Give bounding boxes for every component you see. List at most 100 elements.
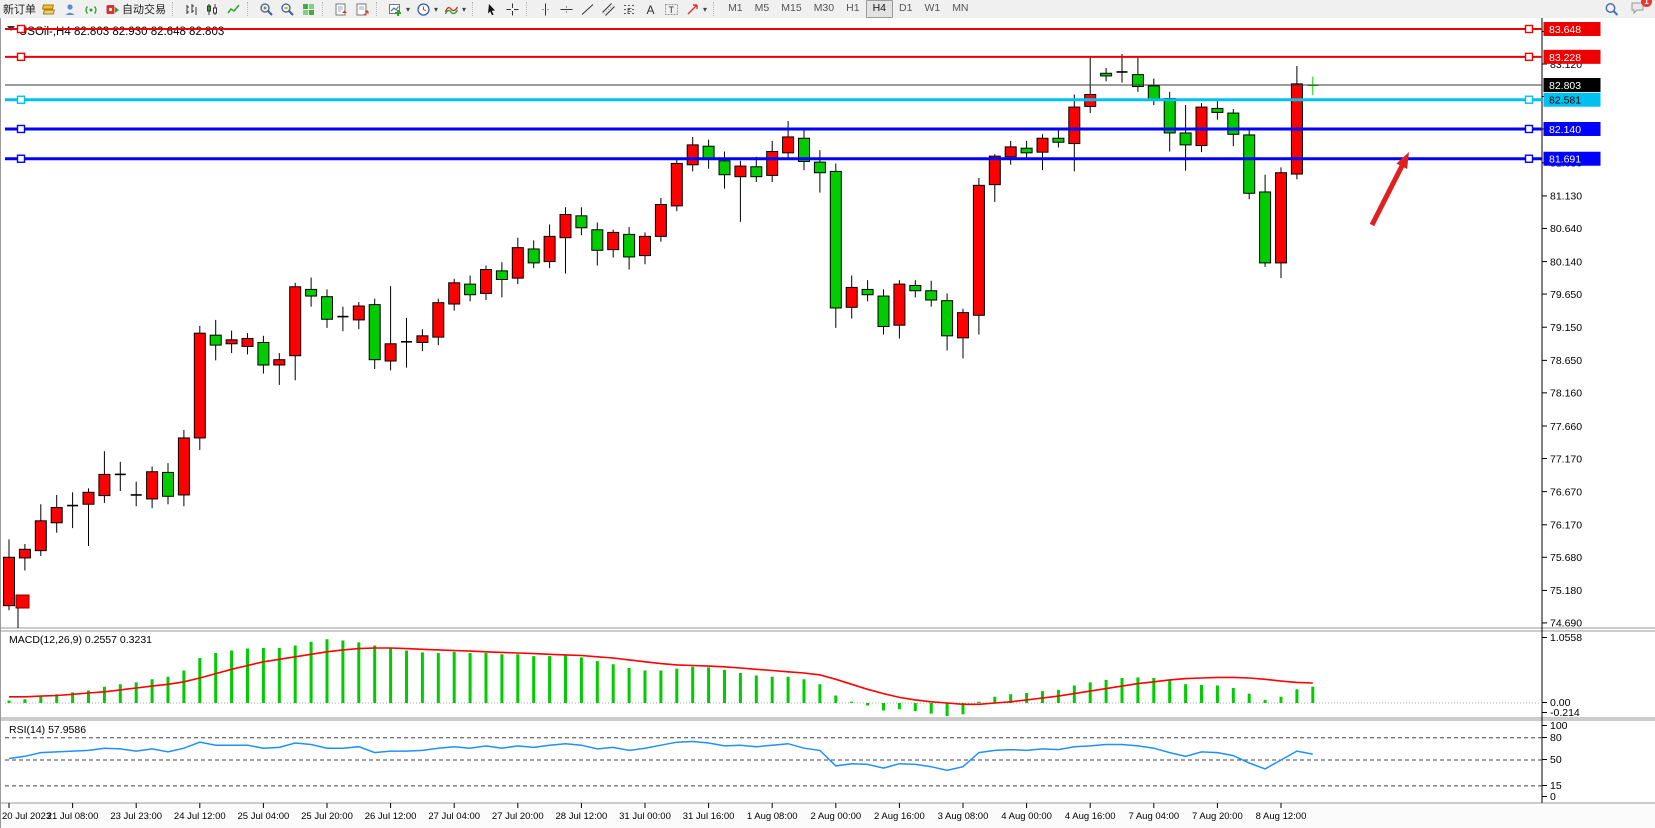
timeframe-button-w1[interactable]: W1 xyxy=(924,2,941,14)
line-handle[interactable] xyxy=(16,24,26,34)
contacts-button[interactable] xyxy=(60,0,81,18)
text-button[interactable]: A xyxy=(640,0,661,18)
candle-body xyxy=(1068,106,1081,145)
time-tick-label: 2 Aug 00:00 xyxy=(810,811,861,822)
macd-histogram-bar xyxy=(1088,682,1092,703)
profile-button[interactable] xyxy=(331,0,352,18)
quotes-button[interactable] xyxy=(39,0,60,18)
price-tick-label: 80.640 xyxy=(1550,223,1582,235)
signals-button[interactable] xyxy=(81,0,102,18)
candle-body xyxy=(416,335,429,343)
vertical-line-button[interactable] xyxy=(535,0,556,18)
time-tick-label: 31 Jul 00:00 xyxy=(619,811,671,822)
macd-histogram-bar xyxy=(389,648,393,703)
macd-histogram-bar xyxy=(182,670,186,703)
line-handle[interactable] xyxy=(1524,154,1534,163)
text-icon: A xyxy=(647,3,655,17)
line-handle[interactable] xyxy=(1524,95,1534,104)
chart-canvas[interactable]: USOil-,H4 82.803 82.930 82.648 82.803 83.… xyxy=(1,18,1655,828)
macd-histogram-bar xyxy=(1279,696,1283,703)
trendline-button[interactable] xyxy=(577,0,598,18)
candle-body xyxy=(941,300,954,337)
channel-button[interactable] xyxy=(598,0,619,18)
timeframe-button-m5[interactable]: M5 xyxy=(754,2,770,14)
new-chart-button[interactable]: ▾ xyxy=(385,0,413,18)
line-handle[interactable] xyxy=(16,52,26,62)
indicators-button[interactable]: ▾ xyxy=(441,0,469,18)
timeframe-button-d1[interactable]: D1 xyxy=(899,2,913,14)
candle-body xyxy=(448,282,461,305)
timeframe-button-h1[interactable]: H1 xyxy=(846,2,860,14)
zoom-in-icon xyxy=(260,2,273,16)
timeframe-button-m30[interactable]: M30 xyxy=(813,2,835,14)
timeframe-button-mn[interactable]: MN xyxy=(952,2,969,14)
new-order-button[interactable]: 新订单 xyxy=(0,0,39,18)
macd-histogram-bar xyxy=(150,679,154,703)
cursor-button[interactable] xyxy=(481,0,502,18)
line-handle[interactable] xyxy=(1524,24,1534,34)
zoom-in-button[interactable] xyxy=(256,0,277,18)
bar-chart-button[interactable] xyxy=(181,0,202,18)
line-handle[interactable] xyxy=(1524,52,1534,62)
text-label-button[interactable]: T xyxy=(661,0,682,18)
macd-histogram-bar xyxy=(738,673,742,703)
arrow-annotation-head[interactable] xyxy=(1396,152,1409,169)
line-handle[interactable] xyxy=(1524,124,1534,134)
crosshair-button[interactable] xyxy=(502,0,523,18)
macd-histogram-bar xyxy=(516,654,520,703)
arrow-annotation[interactable] xyxy=(1369,161,1406,227)
candle-body xyxy=(193,332,206,439)
candle-body xyxy=(321,296,333,320)
timeframe-button-m15[interactable]: M15 xyxy=(781,2,802,14)
macd-histogram-bar xyxy=(564,655,567,703)
macd-histogram-bar xyxy=(850,701,854,703)
macd-histogram-bar xyxy=(1295,689,1299,703)
candle-body xyxy=(225,339,238,345)
shapes-button[interactable]: ▾ xyxy=(682,0,710,18)
time-tick-label: 26 Jul 12:00 xyxy=(365,811,417,822)
signals-icon xyxy=(85,5,97,14)
line-handle[interactable] xyxy=(16,154,26,163)
new-chart-icon xyxy=(389,3,401,16)
price-tag-label: 82.581 xyxy=(1549,95,1581,107)
line-handle[interactable] xyxy=(16,95,26,104)
rsi-tick-label: 100 xyxy=(1550,720,1568,732)
candlestick-chart-button[interactable] xyxy=(202,0,223,18)
object-anchor-marker[interactable] xyxy=(15,594,30,609)
chat-button[interactable]: 1 xyxy=(1630,0,1652,18)
step-chart-button[interactable] xyxy=(352,0,373,18)
candle-body xyxy=(607,231,620,251)
horizontal-line-button[interactable] xyxy=(556,0,577,18)
candle-body xyxy=(464,283,477,296)
macd-signal-line xyxy=(9,647,1313,706)
candle-body xyxy=(543,235,556,263)
search-button[interactable] xyxy=(1601,0,1622,18)
macd-histogram-bar xyxy=(627,668,631,703)
step-chart-icon xyxy=(356,3,369,15)
candle-body xyxy=(18,548,31,559)
line-chart-button[interactable] xyxy=(223,0,244,18)
autotrading-button[interactable]: 自动交易 xyxy=(102,0,169,18)
zoom-out-button[interactable] xyxy=(277,0,298,18)
candle-body xyxy=(750,166,763,178)
macd-histogram-bar xyxy=(246,648,249,703)
price-tag xyxy=(1543,151,1601,166)
candle-body xyxy=(1147,85,1160,101)
price-axis[interactable]: 83.61083.12082.63082.14081.63081.13080.6… xyxy=(1542,26,1582,803)
chart-window[interactable]: USOil-,H4 82.803 82.930 82.648 82.803 83.… xyxy=(0,18,1655,828)
tile-windows-button[interactable] xyxy=(298,0,319,18)
price-tick-label: 77.660 xyxy=(1550,421,1582,433)
periods-button[interactable]: ▾ xyxy=(413,0,441,18)
timeframe-button-m1[interactable]: M1 xyxy=(728,2,743,14)
toolbar-separator xyxy=(376,2,381,16)
candle-body xyxy=(623,233,636,258)
chevron-down-icon: ▾ xyxy=(434,4,439,14)
search-icon xyxy=(1605,2,1619,16)
line-handle[interactable] xyxy=(16,124,26,134)
macd-histogram-bar xyxy=(118,684,122,703)
fibonacci-button[interactable]: F xyxy=(619,0,640,18)
time-tick-label: 20 Jul 2023 xyxy=(2,811,51,822)
timeframe-button-h4[interactable]: H4 xyxy=(865,0,893,18)
time-axis-background xyxy=(1,804,1655,828)
